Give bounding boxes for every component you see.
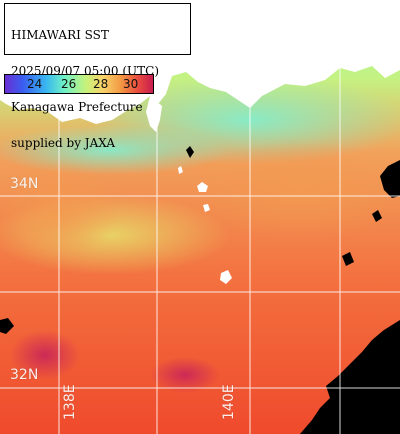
warm-eddy <box>0 160 120 260</box>
title-line-credit: supplied by JAXA <box>11 136 116 150</box>
land-boso-peninsula <box>212 34 246 84</box>
warm-eddy <box>190 140 400 240</box>
island-oshima <box>197 182 208 192</box>
title-line-satellite: HIMAWARI SST <box>11 28 109 42</box>
island-miyake <box>220 270 232 284</box>
color-scale-legend: 24 26 28 30 <box>4 74 154 94</box>
no-data-region <box>300 320 400 434</box>
legend-tick: 30 <box>123 77 139 91</box>
land-izu-peninsula <box>146 96 162 132</box>
lat-label-34n: 34N <box>10 176 39 192</box>
hot-spot <box>150 357 220 393</box>
lat-label-32n: 32N <box>10 367 39 383</box>
no-data-region <box>186 146 194 158</box>
no-data-region <box>0 318 14 334</box>
legend-tick: 28 <box>93 77 109 91</box>
no-data-region <box>372 210 382 222</box>
no-data-region <box>342 252 354 266</box>
lon-label-138e: 138E <box>62 384 78 420</box>
no-data-region <box>380 160 400 198</box>
legend-tick: 24 <box>27 77 43 91</box>
legend-tick: 26 <box>61 77 77 91</box>
title-line-region: Kanagawa Prefecture <box>11 100 143 114</box>
lon-label-140e: 140E <box>221 384 237 420</box>
title-box: HIMAWARI SST 2025/09/07 05:00 (UTC) Kana… <box>4 3 191 149</box>
island-niijima <box>178 166 183 174</box>
island-toshima <box>203 204 210 212</box>
hot-spot <box>10 330 80 380</box>
